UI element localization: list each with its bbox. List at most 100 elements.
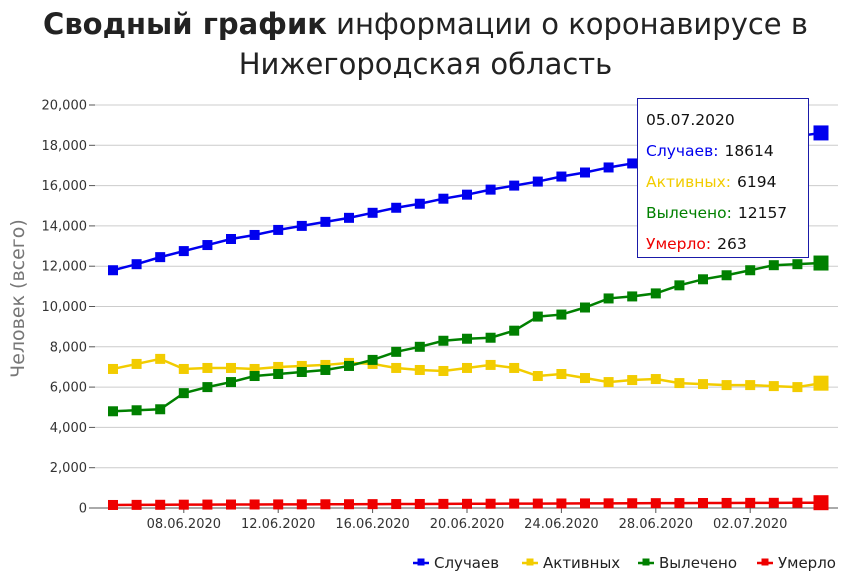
x-tick-label: 16.06.2020 — [335, 517, 409, 532]
series-point — [627, 291, 638, 302]
series-point — [532, 176, 543, 187]
series-point — [178, 246, 189, 257]
series-point — [226, 362, 236, 373]
series-point — [627, 498, 638, 509]
series-point — [650, 288, 661, 299]
y-tick-label: 12,000 — [42, 260, 88, 275]
series-point — [485, 184, 496, 195]
series-point — [155, 252, 166, 263]
series-point — [532, 498, 543, 509]
series-point — [249, 371, 260, 382]
series-point — [745, 265, 756, 276]
series-point — [556, 171, 567, 182]
tooltip-active-label: Активных: — [646, 173, 731, 191]
legend-item-Умерло[interactable]: Умерло — [757, 554, 836, 572]
legend-item-Вылечено[interactable]: Вылечено — [638, 554, 737, 572]
legend-marker — [642, 558, 650, 566]
series-point — [344, 212, 354, 223]
series-point — [155, 404, 166, 415]
series-point — [273, 224, 284, 235]
series-point — [580, 373, 590, 384]
series-point — [273, 369, 284, 380]
series-layer — [108, 125, 829, 511]
series-point — [674, 280, 685, 291]
legend-item-Случаев[interactable]: Случаев — [413, 554, 499, 572]
series-point — [674, 378, 685, 389]
series-point — [178, 388, 189, 399]
series-point — [462, 189, 472, 200]
series-point — [391, 346, 402, 357]
x-tick-label: 28.06.2020 — [619, 517, 693, 532]
series-point — [414, 198, 425, 209]
series-point — [296, 499, 307, 510]
series-point — [603, 377, 614, 388]
legend-label: Вылечено — [659, 554, 737, 572]
legend-marker — [761, 558, 769, 566]
tooltip-row-active: Активных: 6194 — [646, 171, 808, 202]
tooltip-row-cases: Случаев: 18614 — [646, 140, 808, 171]
series-point — [721, 380, 732, 391]
series-point — [627, 375, 638, 386]
series-point — [226, 499, 236, 510]
x-tick-label: 20.06.2020 — [430, 517, 504, 532]
series-point — [438, 498, 449, 509]
tooltip-cases-label: Случаев: — [646, 142, 719, 160]
series-point — [580, 498, 590, 509]
series-point — [178, 363, 189, 374]
series-point — [320, 216, 331, 227]
series-point — [556, 369, 567, 380]
series-point — [344, 360, 354, 371]
tooltip-deaths-value: 263 — [717, 235, 747, 253]
y-tick-label: 0 — [79, 502, 87, 517]
series-point — [485, 359, 496, 370]
y-tick-label: 2,000 — [50, 461, 87, 476]
series-point — [792, 497, 803, 508]
legend[interactable]: Случаев Активных Вылечено Умерло — [413, 554, 836, 572]
series-point — [438, 365, 449, 376]
y-tick-label: 18,000 — [42, 139, 88, 154]
series-point — [462, 333, 472, 344]
hover-tooltip: 05.07.2020 Случаев: 18614 Активных: 6194 В… — [637, 98, 809, 258]
tooltip-row-recovered: Вылечено: 12157 — [646, 202, 808, 233]
series-point — [768, 497, 779, 508]
series-point — [698, 498, 708, 509]
series-Активных — [108, 353, 829, 393]
legend-label: Активных — [543, 554, 620, 572]
axis-layer: 0 2,000 4,000 6,000 8,000 10,000 12,000 14,000 1… — [7, 99, 787, 533]
series-point — [556, 498, 567, 509]
series-point — [273, 361, 284, 372]
series-point — [249, 363, 260, 374]
series-point — [556, 309, 567, 320]
legend-marker — [417, 558, 425, 566]
series-point — [745, 380, 756, 391]
grid-layer — [95, 104, 838, 509]
series-point — [296, 360, 307, 371]
series-point — [108, 363, 118, 374]
tooltip-active-value: 6194 — [736, 173, 777, 191]
series-point — [650, 498, 661, 509]
series-point — [367, 354, 378, 365]
series-point — [768, 381, 779, 392]
series-point — [202, 499, 213, 510]
series-Вылечено — [108, 255, 829, 417]
series-point — [438, 335, 449, 346]
series-point — [131, 358, 142, 369]
chart-title-rest: информации о коронавирусе в Нижегородска… — [238, 7, 808, 81]
series-point — [580, 302, 590, 313]
series-point — [344, 499, 354, 510]
legend-label: Случаев — [434, 554, 499, 572]
series-point — [202, 362, 213, 373]
series-point — [108, 499, 118, 510]
series-point — [532, 311, 543, 322]
series-point — [202, 240, 213, 251]
series-point — [698, 379, 708, 390]
series-point — [367, 207, 378, 218]
series-point — [532, 371, 543, 382]
legend-item-Активных[interactable]: Активных — [522, 554, 620, 572]
series-point — [414, 498, 425, 509]
series-point — [131, 499, 142, 510]
series-point — [485, 498, 496, 509]
series-point — [768, 260, 779, 271]
series-point — [296, 366, 307, 377]
